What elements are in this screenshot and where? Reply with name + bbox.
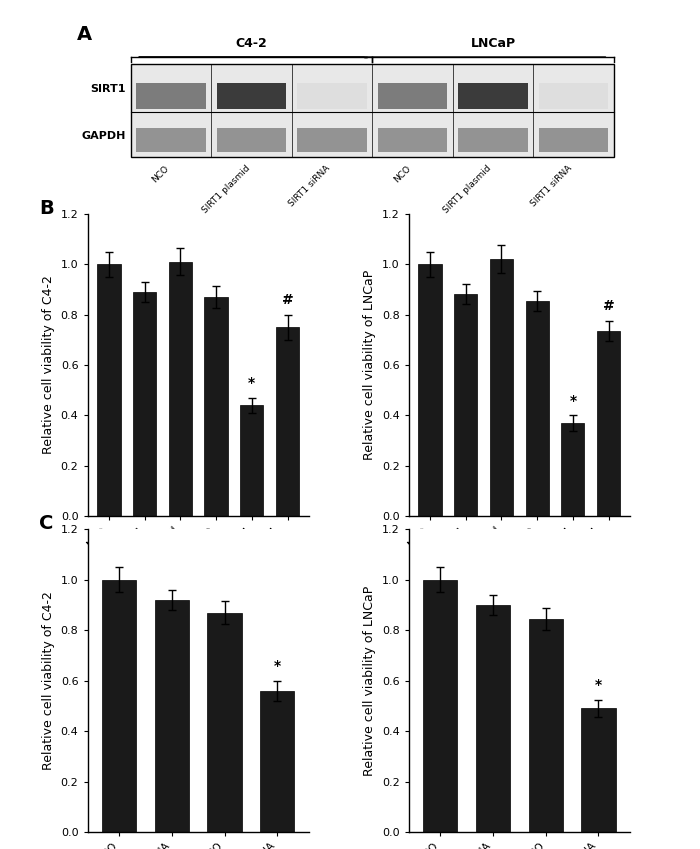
Text: SIRT1 plasmid: SIRT1 plasmid: [200, 164, 251, 216]
Bar: [207, 613, 241, 832]
Bar: [169, 261, 192, 516]
Bar: [476, 605, 510, 832]
Bar: [454, 295, 477, 516]
Text: SIRT1 siRNA: SIRT1 siRNA: [287, 164, 332, 209]
FancyBboxPatch shape: [539, 128, 608, 152]
Bar: [204, 297, 228, 516]
FancyBboxPatch shape: [136, 82, 206, 109]
Bar: [561, 423, 584, 516]
Text: *: *: [595, 678, 602, 692]
Bar: [597, 331, 620, 516]
Bar: [528, 619, 563, 832]
Bar: [155, 600, 189, 832]
Text: SIRT1 plasmid: SIRT1 plasmid: [442, 164, 493, 216]
Text: SIRT1 siRNA: SIRT1 siRNA: [528, 164, 573, 209]
FancyBboxPatch shape: [378, 82, 447, 109]
Text: NCO: NCO: [150, 164, 171, 184]
Text: C4-2: C4-2: [236, 37, 267, 50]
Bar: [526, 301, 549, 516]
Bar: [419, 264, 442, 516]
Bar: [97, 264, 120, 516]
Text: *: *: [248, 376, 256, 391]
FancyBboxPatch shape: [458, 128, 528, 152]
FancyBboxPatch shape: [136, 128, 206, 152]
Text: A: A: [77, 25, 92, 44]
FancyBboxPatch shape: [217, 128, 286, 152]
FancyBboxPatch shape: [217, 82, 286, 109]
Text: B: B: [38, 199, 53, 217]
FancyBboxPatch shape: [378, 128, 447, 152]
FancyBboxPatch shape: [298, 82, 367, 109]
FancyBboxPatch shape: [131, 64, 614, 157]
Bar: [423, 580, 457, 832]
Text: NCO: NCO: [392, 164, 412, 184]
Bar: [102, 580, 136, 832]
Text: #: #: [281, 293, 293, 307]
Text: C: C: [38, 514, 53, 533]
Y-axis label: Relative cell viability of LNCaP: Relative cell viability of LNCaP: [363, 586, 376, 776]
FancyBboxPatch shape: [298, 128, 367, 152]
Text: SIRT1: SIRT1: [90, 84, 125, 94]
Y-axis label: Relative cell viability of C4-2: Relative cell viability of C4-2: [42, 276, 55, 454]
Bar: [581, 708, 615, 832]
FancyBboxPatch shape: [539, 82, 608, 109]
Text: LNCaP: LNCaP: [470, 37, 516, 50]
Text: *: *: [569, 394, 576, 408]
FancyBboxPatch shape: [458, 82, 528, 109]
Bar: [276, 327, 299, 516]
Bar: [490, 259, 513, 516]
Text: *: *: [274, 659, 281, 673]
Bar: [260, 691, 295, 832]
Y-axis label: Relative cell viability of LNCaP: Relative cell viability of LNCaP: [363, 270, 376, 460]
Bar: [133, 292, 156, 516]
Y-axis label: Relative cell viability of C4-2: Relative cell viability of C4-2: [42, 591, 55, 770]
Text: #: #: [603, 300, 615, 313]
Text: GAPDH: GAPDH: [81, 132, 125, 142]
Bar: [240, 405, 263, 516]
